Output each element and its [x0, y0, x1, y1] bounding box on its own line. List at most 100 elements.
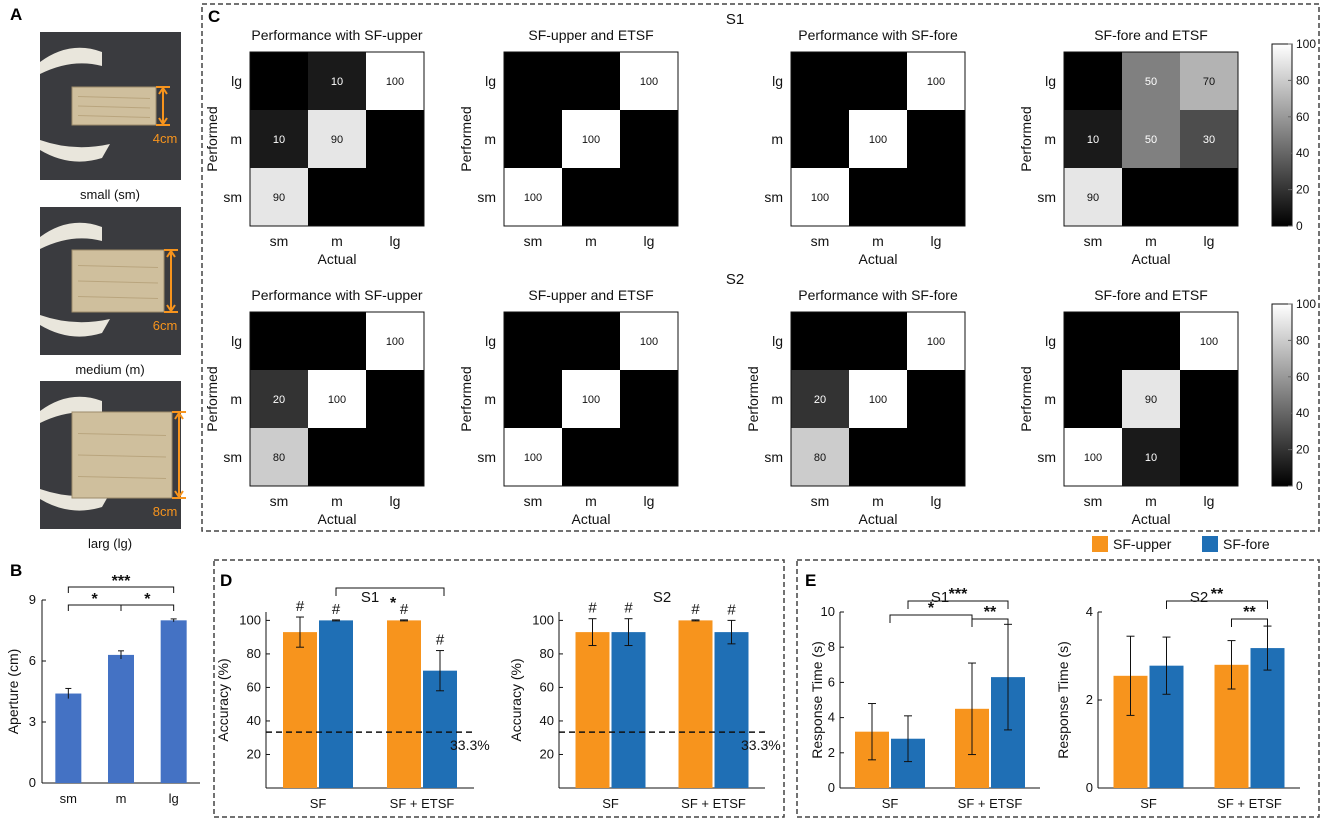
x-tick-label: lg [1204, 493, 1215, 509]
matrix-cell [250, 312, 308, 370]
accuracy-bar-charts: 20 40 60 80 100 Accuracy (%) S1 SF # # SF + ETSF # #… [215, 587, 781, 811]
y-tick-label: 0 [1086, 780, 1093, 795]
y-tick-label: 6 [828, 674, 835, 689]
matrix-cell [250, 168, 308, 226]
y-axis-label: Aperture (cm) [5, 649, 21, 735]
confusion-matrix: SF-upper and ETSF 100 100 100 lg m sm sm m lg Actu… [458, 287, 679, 527]
x-tick-label: sm [60, 791, 77, 806]
cell-value: 50 [1145, 76, 1157, 88]
cell-value: 100 [328, 394, 346, 406]
x-tick-label: sm [1084, 233, 1103, 249]
x-tick-label: m [331, 233, 343, 249]
y-tick-label: 20 [540, 746, 554, 761]
legend: SF-upper SF-fore [1092, 536, 1270, 552]
wood-grain [77, 454, 167, 458]
y-tick-label: lg [1045, 73, 1056, 89]
matrix-title: SF-upper and ETSF [528, 27, 653, 43]
panel-label-b: B [10, 561, 22, 580]
bar-SF-fore [319, 620, 353, 788]
subplot-title: S2 [653, 589, 671, 606]
matrix-cell [1064, 52, 1122, 110]
y-tick-label: m [771, 131, 783, 147]
bar-SF-fore [611, 632, 646, 788]
colorbar-tick-label: 60 [1296, 110, 1310, 124]
y-axis-label: Performed [745, 366, 761, 431]
cell-value: 100 [582, 394, 600, 406]
panel-c-frame [201, 3, 1320, 532]
y-tick-label: 0 [29, 775, 36, 790]
y-tick-label: sm [477, 189, 496, 205]
x-tick-label: lg [390, 493, 401, 509]
matrix-title: SF-upper and ETSF [528, 287, 653, 303]
y-tick-label: 4 [828, 710, 835, 725]
matrix-cell [308, 370, 366, 428]
photo-caption: larg (lg) [88, 536, 132, 551]
x-axis-label: Actual [318, 511, 357, 527]
y-tick-label: m [1044, 391, 1056, 407]
chance-label: 33.3% [450, 737, 490, 753]
panel-d-frame [213, 559, 785, 818]
matrix-cell [250, 428, 308, 486]
colorbar-tick-label: 60 [1296, 370, 1310, 384]
matrix-cell [791, 312, 849, 370]
matrix-cell [1180, 52, 1238, 110]
size-text: 8cm [153, 504, 178, 519]
matrix-cell [1180, 312, 1238, 370]
x-tick-label: lg [390, 233, 401, 249]
matrix-cell [562, 370, 620, 428]
y-tick-label: 8 [828, 639, 835, 654]
significance-mark: # [400, 601, 409, 618]
matrix-cell [366, 370, 424, 428]
significance-stars: * [928, 600, 935, 617]
matrix-cell [849, 370, 907, 428]
colorbar-tick-label: 80 [1296, 73, 1310, 87]
colorbar [1271, 43, 1293, 227]
colorbar-tick-label: 0 [1296, 479, 1303, 493]
x-tick-label: SF [1140, 796, 1157, 811]
matrix-cell [791, 168, 849, 226]
matrix-cell [620, 52, 678, 110]
cell-value: 100 [927, 336, 945, 348]
colorbar-tick-label: 20 [1296, 443, 1310, 457]
gripper-finger-top [40, 47, 102, 74]
matrix-title: SF-fore and ETSF [1094, 287, 1208, 303]
matrix-cell [620, 312, 678, 370]
cell-value: 100 [811, 192, 829, 204]
x-tick-label: lg [644, 493, 655, 509]
cell-value: 30 [1203, 134, 1215, 146]
matrix-frame [790, 51, 966, 227]
cell-value: 70 [1203, 76, 1215, 88]
x-tick-label: SF + ETSF [958, 796, 1023, 811]
colorbar-tick-label: 20 [1296, 183, 1310, 197]
panel-label-c: C [208, 7, 220, 26]
y-axis-label: Performed [1018, 366, 1034, 431]
cell-value: 20 [814, 394, 826, 406]
matrix-cell [849, 52, 907, 110]
matrix-cell [562, 428, 620, 486]
y-tick-label: 2 [1086, 692, 1093, 707]
y-tick-label: lg [1045, 333, 1056, 349]
significance-stars: ** [1243, 604, 1256, 621]
cell-value: 100 [582, 134, 600, 146]
matrix-cell [1180, 168, 1238, 226]
matrix-cell [250, 52, 308, 110]
matrix-cell [620, 110, 678, 168]
subplot-title: S2 [1190, 589, 1208, 606]
matrix-cell [1122, 312, 1180, 370]
y-tick-label: sm [477, 449, 496, 465]
y-tick-label: 80 [540, 646, 554, 661]
matrix-cell [366, 110, 424, 168]
significance-stars: ** [984, 604, 997, 621]
matrix-frame [1063, 51, 1239, 227]
x-tick-label: m [585, 233, 597, 249]
cell-value: 90 [1087, 192, 1099, 204]
bar-lg [160, 620, 187, 783]
cell-value: 80 [273, 452, 285, 464]
matrix-cell [1122, 110, 1180, 168]
y-tick-label: 60 [247, 679, 261, 694]
bar-m [108, 654, 134, 783]
matrix-cell [791, 428, 849, 486]
measure-arrow-down [174, 490, 184, 499]
y-tick-label: lg [485, 73, 496, 89]
